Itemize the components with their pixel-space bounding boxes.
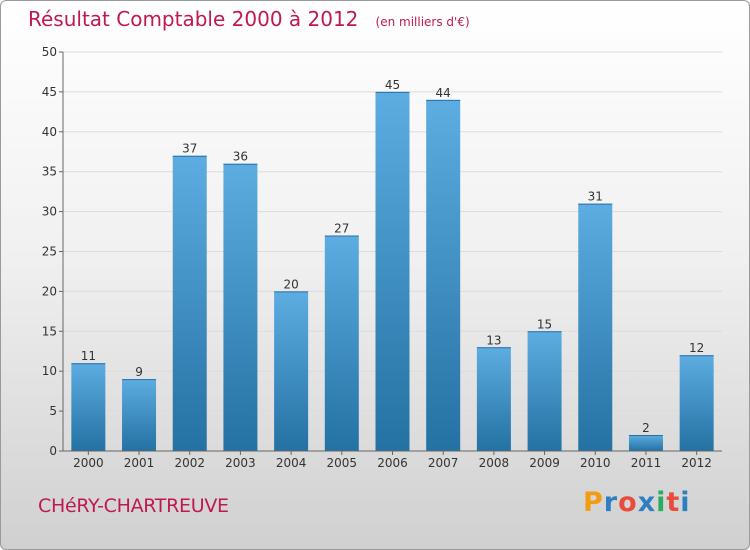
bar-2007 [426, 99, 461, 451]
bar-2012 [679, 355, 714, 451]
axes [59, 51, 722, 455]
bar-2004 [274, 291, 309, 451]
logo-letter: i [680, 487, 691, 518]
logo-letter: x [637, 487, 657, 518]
x-tick-label-2003: 2003 [225, 456, 256, 470]
y-tick-label: 10 [42, 364, 57, 378]
y-tick-label: 30 [42, 205, 57, 219]
x-tick-label-2008: 2008 [479, 456, 510, 470]
value-label-2011: 2 [642, 421, 650, 435]
value-label-2001: 9 [135, 365, 143, 379]
x-tick-label-2006: 2006 [377, 456, 408, 470]
chart-title: Résultat Comptable 2000 à 2012 [28, 7, 359, 31]
value-label-2009: 15 [537, 317, 552, 331]
bar-2002 [172, 155, 207, 452]
value-label-2004: 20 [283, 277, 298, 291]
bar-2003 [223, 163, 258, 451]
commune-name: CHéRY-CHARTREUVE [38, 495, 229, 517]
logo-letter: P [583, 487, 604, 518]
y-tick-label: 15 [42, 324, 57, 338]
logo-letter: t [666, 487, 681, 518]
chart-title-block: Résultat Comptable 2000 à 2012 (en milli… [28, 7, 470, 31]
x-tick-label-2010: 2010 [580, 456, 611, 470]
bar-2005 [324, 235, 359, 451]
y-tick-label: 40 [42, 125, 57, 139]
value-label-2005: 27 [334, 222, 349, 236]
bar-2001 [122, 379, 157, 451]
y-tick-label: 25 [42, 245, 57, 259]
y-tick-label: 20 [42, 284, 57, 298]
y-tick-label: 35 [42, 165, 57, 179]
logo-letter: o [618, 487, 638, 518]
x-tick-label-2005: 2005 [327, 456, 358, 470]
labels: 0 5 10 15 20 25 30 35 40 45 50 11 2000 9 2001 37 2002 36 2… [42, 45, 712, 470]
value-label-2012: 12 [689, 341, 704, 355]
chart-subtitle: (en milliers d'€) [375, 15, 470, 29]
bar-2006 [375, 91, 410, 452]
value-label-2006: 45 [385, 78, 400, 92]
y-tick-label: 45 [42, 85, 57, 99]
proxiti-logo: Proxiti [583, 487, 691, 518]
bars [71, 91, 714, 452]
y-tick-label: 5 [49, 404, 57, 418]
x-tick-label-2002: 2002 [174, 456, 205, 470]
logo-letter: i [656, 487, 667, 518]
value-label-2010: 31 [588, 190, 603, 204]
x-tick-label-2000: 2000 [73, 456, 104, 470]
bar-2000 [71, 363, 106, 451]
x-tick-label-2007: 2007 [428, 456, 459, 470]
x-tick-label-2004: 2004 [276, 456, 307, 470]
value-label-2000: 11 [81, 349, 96, 363]
x-tick-label-2001: 2001 [124, 456, 155, 470]
x-tick-label-2009: 2009 [529, 456, 560, 470]
y-tick-label: 0 [49, 444, 57, 458]
bar-2009 [527, 331, 562, 451]
value-label-2003: 36 [233, 150, 248, 164]
bar-2011 [628, 435, 663, 451]
bar-2008 [476, 347, 511, 451]
y-tick-label: 50 [42, 45, 57, 59]
value-label-2008: 13 [486, 333, 501, 347]
x-tick-label-2012: 2012 [681, 456, 712, 470]
value-label-2002: 37 [182, 142, 197, 156]
x-tick-label-2011: 2011 [631, 456, 662, 470]
logo-letter: r [603, 487, 619, 518]
value-label-2007: 44 [436, 86, 451, 100]
bar-2010 [578, 203, 613, 451]
